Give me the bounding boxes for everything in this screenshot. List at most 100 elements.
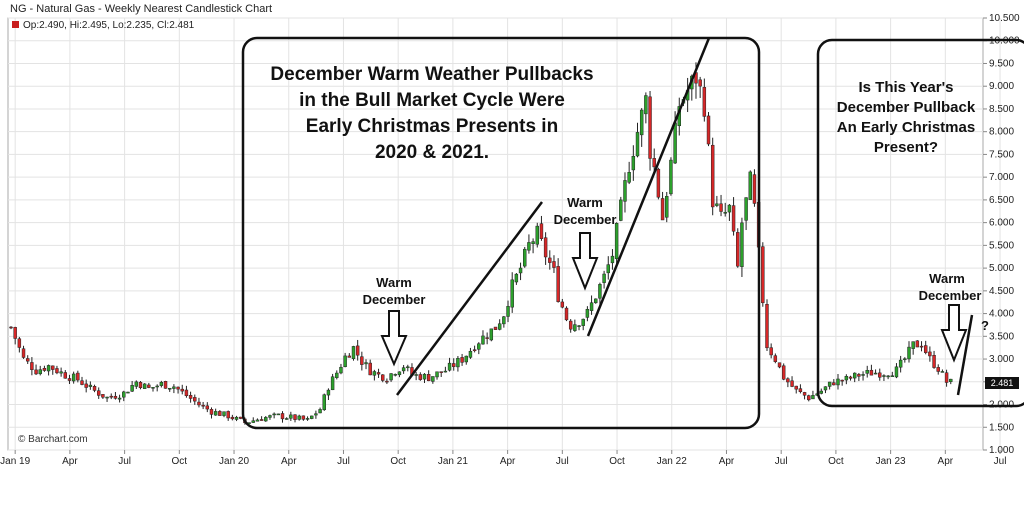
candle-body bbox=[326, 389, 331, 396]
candle-body bbox=[138, 381, 143, 389]
candle-body bbox=[807, 395, 811, 401]
warm-label-2: Warm bbox=[567, 195, 603, 210]
candle-body bbox=[878, 372, 882, 378]
candle-body bbox=[840, 379, 844, 382]
candle-body bbox=[794, 385, 798, 390]
y-tick-label: 6.000 bbox=[989, 218, 1014, 229]
arrow-down-icon bbox=[940, 304, 968, 363]
candle-body bbox=[740, 222, 744, 267]
candle-body bbox=[523, 248, 527, 267]
x-tick-label: Apr bbox=[719, 456, 735, 467]
candle-body bbox=[147, 384, 151, 388]
candle-body bbox=[272, 413, 276, 416]
y-tick-label: 10.500 bbox=[989, 13, 1020, 24]
candle-body bbox=[761, 246, 765, 304]
candle-body bbox=[573, 324, 577, 331]
candle-body bbox=[276, 413, 281, 416]
candle-body bbox=[218, 411, 222, 416]
candle-body bbox=[234, 416, 239, 420]
candle-body bbox=[706, 115, 711, 145]
candle-body bbox=[823, 386, 828, 391]
candle-body bbox=[339, 366, 343, 374]
candle-body bbox=[564, 307, 569, 321]
chart-title: NG - Natural Gas - Weekly Nearest Candle… bbox=[10, 3, 272, 15]
candle-body bbox=[506, 306, 510, 317]
y-tick-label: 9.000 bbox=[989, 81, 1014, 92]
candle-body bbox=[619, 199, 623, 221]
candle-body bbox=[949, 378, 953, 382]
candle-body bbox=[882, 375, 886, 377]
warm-label-3: Warm bbox=[929, 271, 965, 286]
candle-body bbox=[865, 369, 869, 374]
y-tick-label: 5.000 bbox=[989, 263, 1014, 274]
candle-body bbox=[585, 308, 590, 318]
candle-body bbox=[113, 395, 118, 399]
candle-body bbox=[727, 204, 732, 213]
box2-line-3: An Early Christmas bbox=[837, 119, 975, 136]
x-tick-label: Jul bbox=[994, 456, 1007, 467]
candle-body bbox=[38, 369, 42, 375]
candle-body bbox=[172, 386, 176, 389]
x-tick-label: Jan 23 bbox=[876, 456, 906, 467]
candle-body bbox=[389, 373, 393, 381]
december-label-3: December bbox=[919, 288, 982, 303]
candle-body bbox=[25, 358, 30, 362]
candle-body bbox=[422, 373, 427, 380]
y-tick-label: 1.000 bbox=[989, 445, 1014, 456]
candle-body bbox=[76, 372, 80, 381]
candle-body bbox=[351, 346, 356, 359]
candle-body bbox=[468, 350, 473, 358]
candle-body bbox=[414, 374, 418, 376]
x-tick-label: Jul bbox=[118, 456, 131, 467]
candle-body bbox=[911, 341, 915, 349]
candle-body bbox=[781, 365, 786, 380]
candle-body bbox=[715, 203, 719, 206]
last-price-tag bbox=[985, 377, 1019, 389]
candle-body bbox=[798, 388, 803, 392]
candle-body bbox=[811, 395, 815, 400]
candle-body bbox=[648, 96, 652, 159]
candle-body bbox=[736, 232, 740, 267]
candle-body bbox=[552, 261, 556, 268]
candle-body bbox=[130, 385, 134, 392]
december-label-2: December bbox=[554, 212, 617, 227]
x-tick-label: Oct bbox=[390, 456, 406, 467]
candle-body bbox=[251, 420, 255, 423]
candle-body bbox=[67, 378, 72, 381]
candle-body bbox=[447, 362, 452, 371]
current-year-box bbox=[816, 38, 1024, 408]
candle-body bbox=[786, 378, 790, 383]
candle-body bbox=[239, 416, 243, 419]
x-tick-label: Jul bbox=[775, 456, 788, 467]
candle-body bbox=[635, 132, 640, 157]
warm-label-1: Warm bbox=[376, 275, 412, 290]
candle-body bbox=[431, 376, 435, 382]
candle-body bbox=[318, 409, 322, 414]
candle-body bbox=[96, 390, 101, 396]
candle-body bbox=[606, 264, 610, 274]
candle-body bbox=[886, 375, 890, 378]
candle-body bbox=[907, 346, 911, 360]
candle-body bbox=[610, 255, 615, 264]
candle-body bbox=[652, 158, 656, 168]
candle-body bbox=[752, 174, 757, 204]
candle-body bbox=[105, 396, 109, 399]
candle-body bbox=[259, 419, 264, 421]
candle-body bbox=[209, 409, 214, 415]
candle-body bbox=[222, 411, 226, 416]
candle-body bbox=[936, 367, 940, 372]
x-tick-label: Apr bbox=[62, 456, 78, 467]
candle-body bbox=[134, 381, 139, 387]
candle-body bbox=[122, 391, 126, 398]
candle-body bbox=[777, 362, 782, 368]
candle-body bbox=[443, 370, 448, 373]
plot-area bbox=[7, 17, 984, 451]
candle-body bbox=[268, 415, 272, 418]
candle-body bbox=[439, 371, 443, 373]
candle-body bbox=[531, 241, 535, 244]
candle-body bbox=[92, 386, 97, 391]
candle-body bbox=[159, 381, 164, 386]
bull-cycle-box bbox=[241, 36, 761, 430]
candle-body bbox=[819, 390, 823, 394]
candle-body bbox=[481, 335, 485, 345]
